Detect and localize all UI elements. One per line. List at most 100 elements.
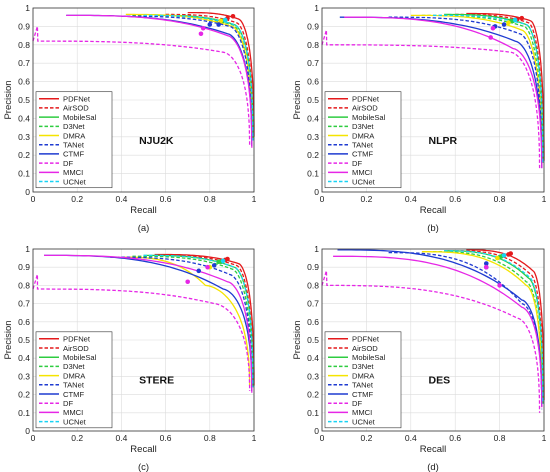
y-tick-label: 0 [25,187,30,197]
x-tick-label: 0.8 [494,433,506,443]
series-marker-mmci [483,264,489,270]
x-tick-label: 0.6 [449,194,461,204]
y-tick-label: 0.6 [307,317,319,327]
x-tick-label: 0.2 [360,433,372,443]
x-tick-label: 0.6 [160,433,172,443]
y-tick-label: 0.1 [18,408,30,418]
chart-panel-des: 0 0.2 0.4 0.6 0.8 1 0 0.1 0.2 0.3 0.4 0.5 0.6 0.7 0.8 0… [292,244,547,472]
y-tick-label: 0.8 [307,40,319,50]
series-marker-mmci [200,25,206,31]
y-tick-label: 1 [314,3,319,13]
x-tick-label: 0.8 [204,433,216,443]
legend-label: UCNet [63,177,87,186]
x-axis-label: Recall [420,444,446,455]
legend-label: MMCI [63,168,83,177]
legend-label: PDFNet [352,95,380,104]
series-line-dmra [410,14,543,167]
x-tick-label: 0.6 [160,194,172,204]
chart-panel-nlpr: 0 0.2 0.4 0.6 0.8 1 0 0.1 0.2 0.3 0.4 0.5 0.6 0.7 0.8 0… [292,3,547,234]
panel-caption: (c) [138,462,149,472]
x-tick-label: 0.4 [115,194,127,204]
x-tick-label: 0.4 [405,433,417,443]
y-axis-label: Precision [292,80,303,119]
y-tick-label: 0 [314,187,319,197]
legend-label: AirSOD [352,344,378,353]
series-marker-ucnet [220,258,226,264]
series-line-df [32,274,251,391]
series-marker-ctmf [207,22,213,27]
legend-label: CTMF [352,390,373,399]
legend-label: TANet [352,141,374,150]
y-tick-label: 0.3 [18,371,30,381]
x-axis-label: Recall [130,205,156,216]
y-tick-label: 0.5 [307,95,319,105]
legend-label: CTMF [352,150,373,159]
y-tick-label: 0 [25,426,30,436]
y-tick-label: 0 [314,426,319,436]
y-tick-label: 0.7 [18,299,30,309]
panel-caption: (b) [427,223,439,234]
y-tick-label: 0.5 [307,335,319,345]
legend-label: CTMF [63,150,84,159]
series-marker-pdfnet [519,15,525,21]
series-line-mmci [44,254,253,393]
legend-label: D3Net [63,122,85,131]
y-tick-label: 0.6 [18,317,30,327]
series-marker-ucnet [512,17,518,23]
series-marker-mmci [205,264,210,270]
series-marker-mmci [490,25,496,31]
series-marker-tanet [216,22,221,27]
y-axis-label: Precision [3,320,14,359]
dataset-label: NLPR [429,135,458,147]
series-line-tanet [388,16,543,167]
y-tick-label: 0.6 [307,77,319,87]
y-tick-label: 0.4 [18,113,30,123]
x-tick-label: 0.2 [71,194,83,204]
series-marker-ucnet [222,17,228,23]
chart-panel-stere: 0 0.2 0.4 0.6 0.8 1 0 0.1 0.2 0.3 0.4 0.5 0.6 0.7 0.8 0… [3,244,257,472]
x-tick-label: 0.2 [71,433,83,443]
series-line-ucnet [143,254,254,388]
axes-box [321,248,545,432]
legend-label: TANet [63,381,85,390]
series-marker-dmra [506,20,511,26]
x-tick-label: 0.6 [449,433,461,443]
y-tick-label: 0.8 [307,280,319,290]
x-tick-label: 0 [31,433,36,443]
legend-label: DF [352,399,362,408]
y-tick-label: 0.5 [18,335,30,345]
legend-label: UCNet [63,417,87,426]
axes-box [32,7,255,193]
legend-label: DMRA [352,131,375,140]
legend-label: AirSOD [63,104,89,113]
legend-label: PDFNet [352,335,380,344]
legend-label: UCNet [352,177,376,186]
x-tick-label: 0.8 [204,194,216,204]
series-line-df [321,270,541,413]
y-tick-label: 0.3 [307,132,319,142]
legend-label: DMRA [63,131,86,140]
y-tick-label: 0.2 [307,390,319,400]
y-tick-label: 0.9 [307,262,319,272]
legend-label: MobileSal [63,353,97,362]
y-axis-label: Precision [292,320,303,359]
y-tick-label: 0.3 [18,132,30,142]
legend-label: TANet [352,381,374,390]
axes-box [321,7,545,193]
series-line-d3net [132,255,253,390]
y-tick-label: 0.9 [18,262,30,272]
legend-label: CTMF [63,390,84,399]
series-marker-ctmf [196,268,202,274]
x-tick-label: 1 [252,194,257,204]
y-tick-label: 1 [25,244,30,254]
series-marker-pdfnet [230,13,236,19]
y-tick-label: 0.1 [307,169,319,179]
y-tick-label: 0.8 [18,280,30,290]
y-tick-label: 1 [314,244,319,254]
x-tick-label: 1 [252,433,257,443]
y-tick-label: 0.2 [18,390,30,400]
series-marker-df [488,35,494,40]
legend-label: PDFNet [63,95,91,104]
legend-label: MobileSal [352,113,386,122]
